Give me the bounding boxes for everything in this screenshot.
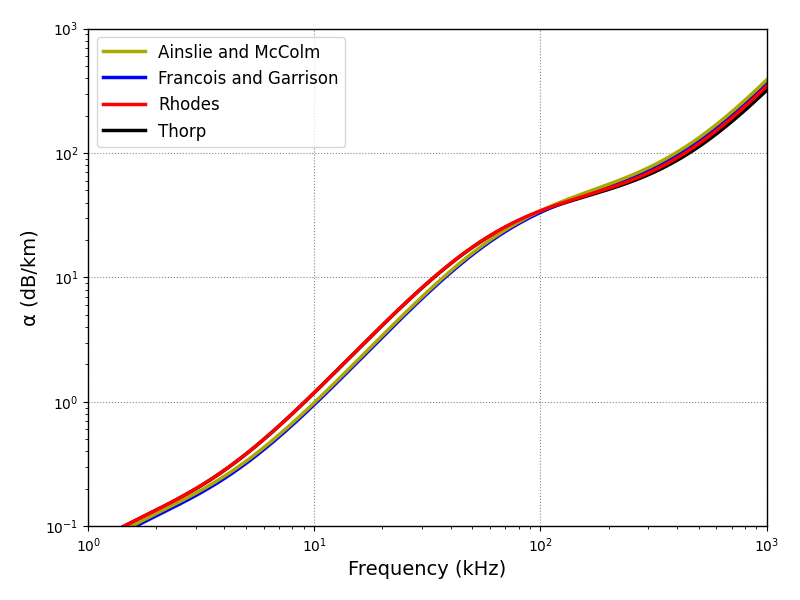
Thorp: [358, 341, 367, 349]
Thorp: [762, 87, 771, 94]
Thorp: [550, 203, 559, 210]
Ainslie and McColm: [382, 327, 392, 334]
Rhodes: [382, 317, 392, 324]
Rhodes: [83, 542, 93, 550]
Thorp: [613, 183, 622, 190]
Y-axis label: α (dB/km): α (dB/km): [21, 229, 40, 326]
Rhodes: [625, 178, 634, 185]
Francois and Garrison: [625, 175, 634, 182]
Francois and Garrison: [382, 329, 392, 336]
Ainslie and McColm: [613, 178, 622, 185]
Ainslie and McColm: [153, 509, 162, 517]
Rhodes: [358, 341, 367, 348]
Line: Thorp: Thorp: [88, 91, 766, 547]
Thorp: [83, 543, 93, 550]
Thorp: [625, 179, 634, 186]
Francois and Garrison: [83, 551, 93, 558]
Rhodes: [550, 202, 559, 209]
Francois and Garrison: [613, 179, 622, 187]
Ainslie and McColm: [83, 549, 93, 556]
X-axis label: Frequency (kHz): Frequency (kHz): [348, 560, 506, 579]
Ainslie and McColm: [625, 173, 634, 180]
Francois and Garrison: [358, 353, 367, 361]
Francois and Garrison: [153, 512, 162, 519]
Thorp: [153, 506, 162, 513]
Rhodes: [153, 506, 162, 513]
Francois and Garrison: [762, 80, 771, 88]
Ainslie and McColm: [550, 201, 559, 208]
Line: Francois and Garrison: Francois and Garrison: [88, 84, 766, 554]
Line: Rhodes: Rhodes: [88, 86, 766, 546]
Thorp: [382, 317, 392, 325]
Line: Ainslie and McColm: Ainslie and McColm: [88, 80, 766, 553]
Ainslie and McColm: [762, 76, 771, 83]
Ainslie and McColm: [358, 352, 367, 359]
Rhodes: [762, 83, 771, 90]
Legend: Ainslie and McColm, Francois and Garrison, Rhodes, Thorp: Ainslie and McColm, Francois and Garriso…: [97, 37, 346, 148]
Francois and Garrison: [550, 203, 559, 210]
Rhodes: [613, 182, 622, 189]
